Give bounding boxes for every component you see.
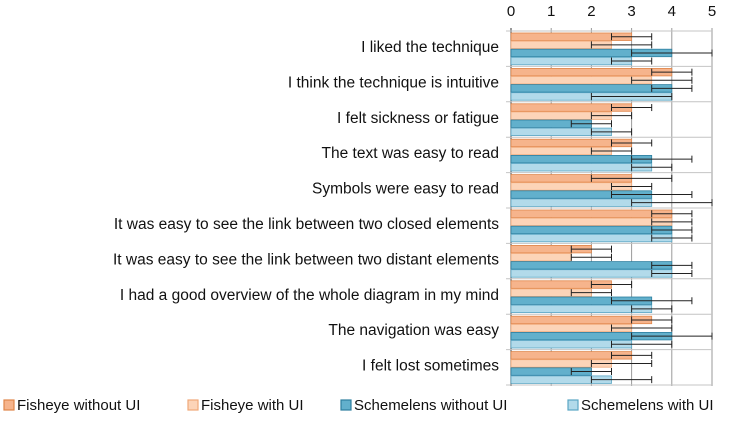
category-label: Symbols were easy to read xyxy=(312,181,499,198)
legend-swatch xyxy=(3,399,15,411)
bar xyxy=(510,84,673,93)
x-tick-label: 2 xyxy=(587,3,595,20)
bar xyxy=(510,269,673,278)
legend-label: Fisheye without UI xyxy=(17,397,140,414)
legend-label: Fisheye with UI xyxy=(201,397,304,414)
legend-swatch xyxy=(567,399,579,411)
category-label: It was easy to see the link between two … xyxy=(113,251,499,268)
category-label: I liked the technique xyxy=(361,39,499,56)
bar xyxy=(510,217,673,227)
x-axis-ticks: 0 1 2 3 4 5 xyxy=(507,3,716,20)
x-tick-label: 1 xyxy=(547,3,555,20)
bar xyxy=(510,253,572,262)
bar xyxy=(510,225,673,235)
bar xyxy=(510,198,653,207)
legend-swatch xyxy=(187,399,199,411)
bar xyxy=(510,233,673,243)
category-label: The navigation was easy xyxy=(328,322,499,339)
x-tick-label: 5 xyxy=(708,3,716,20)
bar xyxy=(510,163,653,172)
category-label: I felt lost sometimes xyxy=(362,358,499,375)
grid-lines xyxy=(506,28,713,386)
bar xyxy=(510,315,653,325)
bar xyxy=(510,304,653,314)
legend-swatch xyxy=(340,399,352,411)
legend-label: Schemelens with UI xyxy=(581,397,714,414)
x-tick-label: 4 xyxy=(668,3,676,20)
bar xyxy=(510,76,653,85)
category-label: The text was easy to read xyxy=(322,145,499,162)
bar xyxy=(510,261,673,270)
x-tick-label: 0 xyxy=(507,3,515,20)
category-label: It was easy to see the link between two … xyxy=(114,216,499,233)
category-label: I felt sickness or fatigue xyxy=(337,110,499,127)
bar xyxy=(510,154,653,164)
bar xyxy=(510,68,673,77)
category-label: I had a good overview of the whole diagr… xyxy=(120,287,499,304)
legend-label: Schemelens without UI xyxy=(354,397,507,414)
bar xyxy=(510,209,673,218)
error-bars xyxy=(570,33,713,384)
legend: Fisheye without UI Fisheye with UI Schemel… xyxy=(3,397,714,414)
x-tick-label: 3 xyxy=(627,3,635,20)
category-label: I think the technique is intuitive xyxy=(288,74,499,91)
category-labels: I liked the technique I think the techniq… xyxy=(113,39,499,375)
